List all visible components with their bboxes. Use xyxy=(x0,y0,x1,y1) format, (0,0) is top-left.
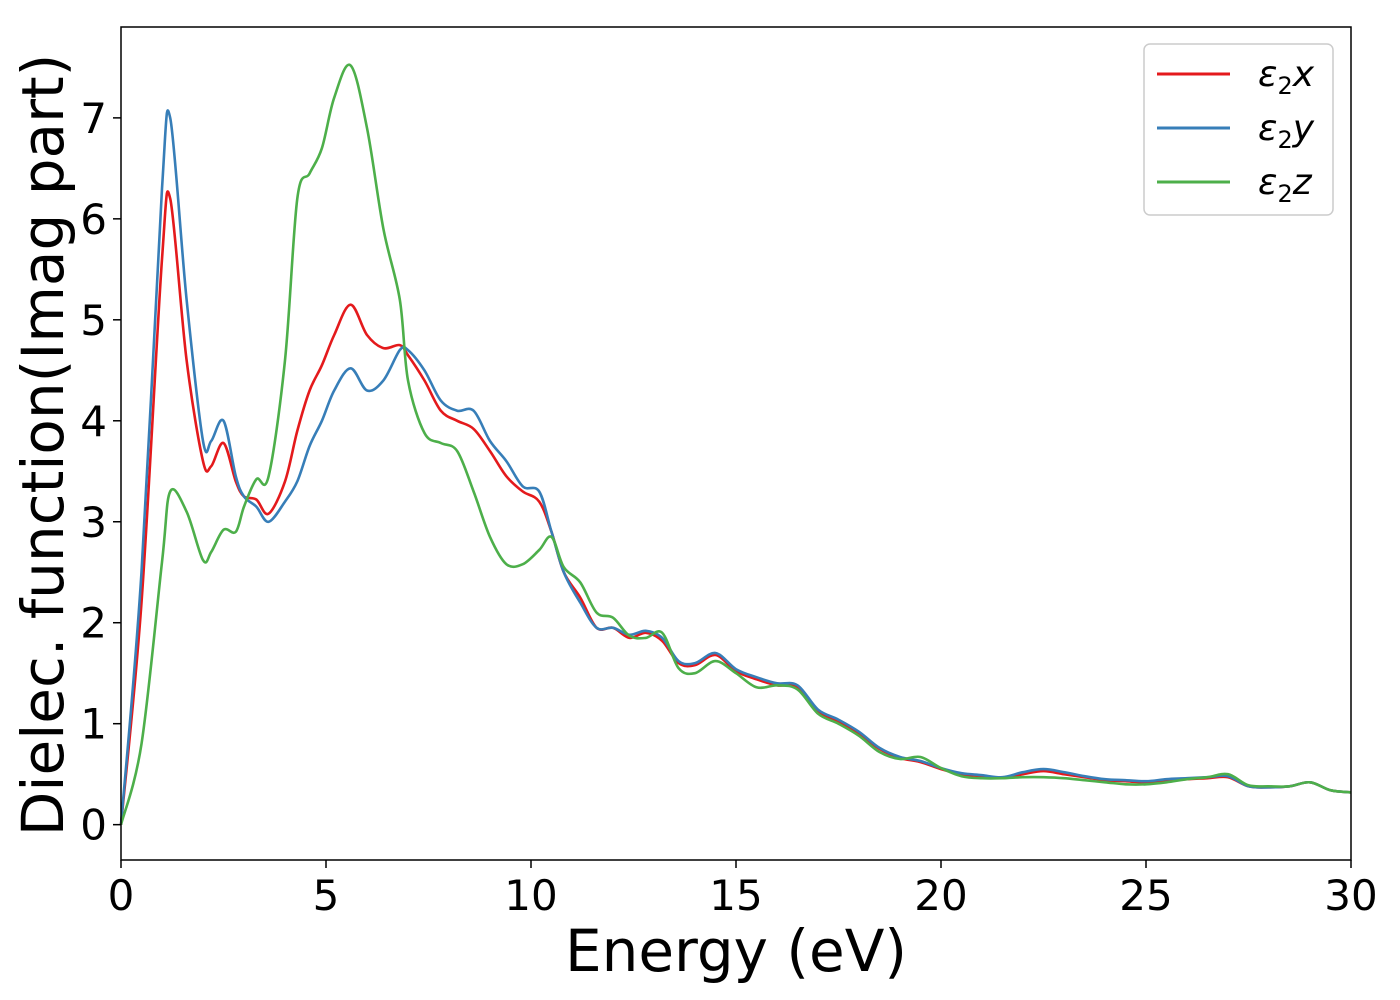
x-tick-label: 0 xyxy=(108,871,135,920)
y-tick-label: 2 xyxy=(80,599,107,648)
y-tick-label: 5 xyxy=(80,296,107,345)
y-tick-label: 3 xyxy=(80,498,107,547)
y-tick-label: 1 xyxy=(80,700,107,749)
y-tick-label: 0 xyxy=(80,801,107,850)
legend-label-y: ε2y xyxy=(1258,108,1315,154)
legend-box xyxy=(1143,43,1334,216)
x-tick-label: 5 xyxy=(313,871,340,920)
y-tick-label: 6 xyxy=(80,195,107,244)
series-line-y xyxy=(119,109,1352,825)
x-axis: 0 5 10 15 20 25 30 xyxy=(108,860,1378,920)
x-axis-title: Energy (eV) xyxy=(565,917,907,985)
y-tick-label: 7 xyxy=(80,94,107,143)
x-tick-label: 20 xyxy=(914,871,967,920)
x-tick-label: 30 xyxy=(1324,871,1377,920)
x-tick-label: 25 xyxy=(1119,871,1172,920)
series-line-x xyxy=(119,190,1352,825)
legend: ε2x ε2y ε2z xyxy=(1143,43,1334,216)
legend-label-z: ε2z xyxy=(1258,162,1313,208)
series-layer xyxy=(119,63,1352,826)
y-tick-label: 4 xyxy=(80,397,107,446)
legend-label-x: ε2x xyxy=(1258,54,1315,100)
y-axis-title: Dielec. function(Imag part) xyxy=(9,54,77,837)
x-tick-label: 10 xyxy=(504,871,557,920)
x-tick-label: 15 xyxy=(709,871,762,920)
series-line-z xyxy=(119,63,1352,826)
y-axis: 0 1 2 3 4 5 6 7 xyxy=(80,94,121,850)
